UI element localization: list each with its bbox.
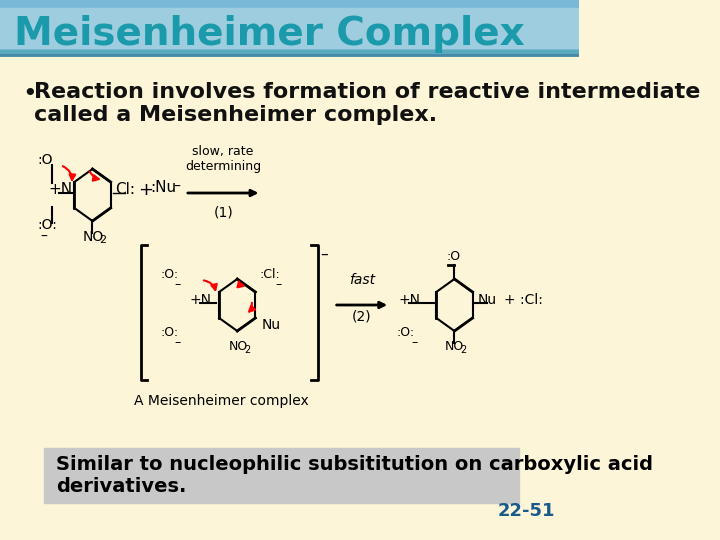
Text: NO: NO <box>83 230 104 244</box>
Text: Reaction involves formation of reactive intermediate
called a Meisenheimer compl: Reaction involves formation of reactive … <box>34 82 700 125</box>
Text: :Cl:: :Cl: <box>260 268 281 281</box>
Text: (1): (1) <box>213 205 233 219</box>
Text: + :Cl:: + :Cl: <box>504 293 543 307</box>
Bar <box>0 0 579 55</box>
Text: NO: NO <box>229 341 248 354</box>
Text: Cl:: Cl: <box>115 183 135 198</box>
Text: :Nu: :Nu <box>150 180 176 195</box>
Text: +N: +N <box>48 183 73 198</box>
Bar <box>44 448 518 503</box>
Text: Similar to nucleophilic subsititution on carboxylic acid
derivatives.: Similar to nucleophilic subsititution on… <box>56 455 653 496</box>
Text: :O:: :O: <box>397 327 415 340</box>
Text: –: – <box>276 279 282 292</box>
Text: NO: NO <box>445 341 464 354</box>
Text: –: – <box>173 180 180 194</box>
Text: 2: 2 <box>245 345 251 355</box>
Text: 22-51: 22-51 <box>498 502 555 520</box>
Text: :O:: :O: <box>161 327 179 340</box>
Text: +N: +N <box>398 293 420 307</box>
Text: –: – <box>412 336 418 349</box>
Text: :O: :O <box>38 153 53 167</box>
Text: :O: :O <box>446 251 461 264</box>
Text: –: – <box>40 230 47 244</box>
Text: Nu: Nu <box>261 318 281 332</box>
Text: +N: +N <box>189 293 211 307</box>
Text: –: – <box>174 279 181 292</box>
Text: –: – <box>174 336 181 349</box>
Text: Nu: Nu <box>478 293 497 307</box>
Bar <box>0 50 579 55</box>
Text: •: • <box>22 82 37 106</box>
Text: –: – <box>320 247 328 262</box>
Text: :O:: :O: <box>38 218 58 232</box>
Text: (2): (2) <box>352 310 372 324</box>
Bar <box>0 55 579 540</box>
Text: :O:: :O: <box>161 268 179 281</box>
Text: +: + <box>138 181 153 199</box>
Text: slow, rate
determining: slow, rate determining <box>185 145 261 173</box>
Text: 2: 2 <box>460 345 467 355</box>
Text: fast: fast <box>349 273 375 287</box>
Text: Meisenheimer Complex: Meisenheimer Complex <box>14 15 525 53</box>
Bar <box>0 8 579 48</box>
Text: A Meisenheimer complex: A Meisenheimer complex <box>134 394 309 408</box>
Text: 2: 2 <box>99 235 106 245</box>
